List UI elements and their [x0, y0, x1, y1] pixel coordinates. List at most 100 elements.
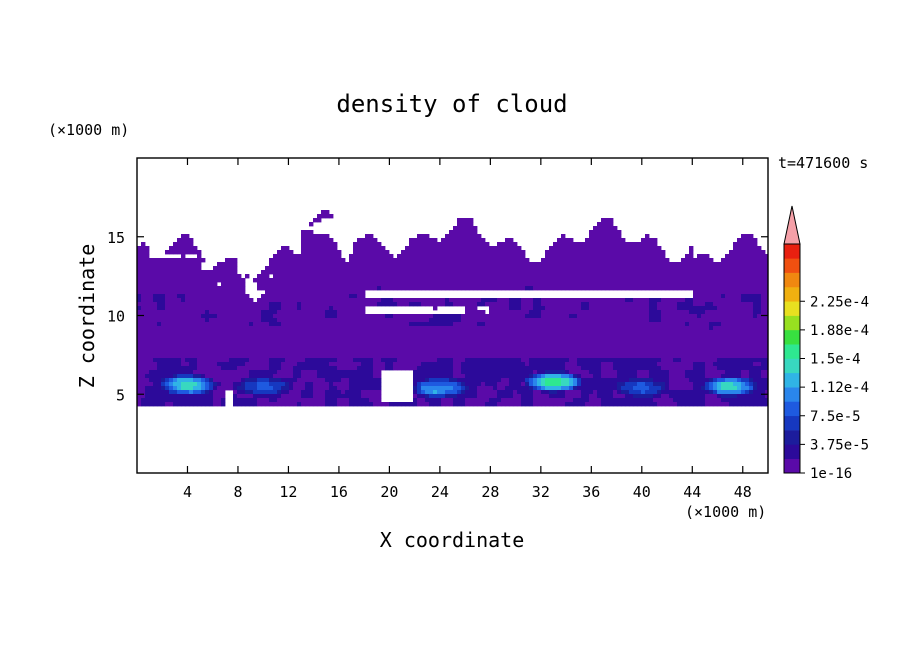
density-cell — [449, 302, 454, 307]
density-cell — [461, 394, 466, 399]
density-cell — [541, 270, 546, 275]
density-cell — [321, 302, 326, 307]
density-cell — [289, 330, 294, 335]
density-cell — [277, 402, 282, 407]
density-cell — [589, 338, 594, 343]
density-cell — [321, 270, 326, 275]
density-cell — [409, 238, 414, 243]
density-cell — [289, 394, 294, 399]
density-cell — [425, 354, 430, 359]
density-cell — [645, 350, 650, 355]
density-cell — [621, 342, 626, 347]
density-cell — [485, 318, 490, 323]
density-cell — [613, 354, 618, 359]
density-cell — [137, 378, 142, 383]
density-cell — [601, 234, 606, 239]
density-cell — [585, 390, 590, 395]
density-cell — [249, 394, 254, 399]
density-cell — [341, 390, 346, 395]
density-cell — [501, 282, 506, 287]
density-cell — [541, 346, 546, 351]
density-cell — [529, 274, 534, 279]
density-cell — [529, 342, 534, 347]
density-cell — [445, 322, 450, 327]
density-cell — [581, 394, 586, 399]
density-cell — [281, 310, 286, 315]
density-cell — [525, 326, 530, 331]
density-cell — [329, 314, 334, 319]
density-cell — [477, 270, 482, 275]
density-cell — [429, 262, 434, 267]
density-cell — [629, 358, 634, 363]
density-cell — [537, 398, 542, 403]
density-cell — [261, 382, 266, 387]
density-cell — [573, 258, 578, 263]
density-cell — [565, 358, 570, 363]
density-cell — [353, 390, 358, 395]
density-cell — [601, 386, 606, 391]
density-cell — [537, 370, 542, 375]
density-cell — [337, 346, 342, 351]
density-cell — [493, 378, 498, 383]
density-cell — [357, 274, 362, 279]
density-cell — [541, 374, 546, 379]
density-cell — [357, 346, 362, 351]
density-cell — [373, 378, 378, 383]
density-cell — [633, 314, 638, 319]
density-cell — [141, 278, 146, 283]
density-cell — [641, 394, 646, 399]
density-cell — [221, 266, 226, 271]
density-cell — [333, 338, 338, 343]
density-cell — [469, 298, 474, 303]
density-cell — [273, 342, 278, 347]
density-cell — [149, 310, 154, 315]
density-cell — [265, 390, 270, 395]
density-cell — [569, 310, 574, 315]
density-cell — [641, 318, 646, 323]
density-cell — [641, 302, 646, 307]
density-cell — [621, 302, 626, 307]
density-cell — [617, 306, 622, 311]
density-cell — [293, 390, 298, 395]
density-cell — [373, 346, 378, 351]
density-cell — [381, 298, 386, 303]
density-cell — [141, 350, 146, 355]
density-cell — [201, 366, 206, 371]
density-cell — [149, 398, 154, 403]
density-cell — [213, 270, 218, 275]
density-cell — [377, 402, 382, 407]
density-cell — [373, 298, 378, 303]
density-cell — [537, 350, 542, 355]
density-cell — [457, 226, 462, 231]
density-cell — [209, 394, 214, 399]
density-cell — [177, 270, 182, 275]
density-cell — [277, 278, 282, 283]
density-cell — [417, 298, 422, 303]
density-cell — [277, 334, 282, 339]
density-cell — [273, 330, 278, 335]
density-cell — [409, 270, 414, 275]
density-cell — [169, 314, 174, 319]
density-cell — [297, 378, 302, 383]
density-cell — [513, 254, 518, 259]
density-cell — [609, 358, 614, 363]
density-cell — [161, 298, 166, 303]
density-cell — [585, 374, 590, 379]
density-cell — [513, 386, 518, 391]
density-cell — [277, 310, 282, 315]
density-cell — [141, 402, 146, 407]
density-cell — [497, 298, 502, 303]
density-cell — [433, 306, 438, 311]
density-cell — [501, 286, 506, 291]
density-cell — [345, 290, 350, 295]
density-cell — [333, 250, 338, 255]
density-cell — [433, 314, 438, 319]
density-cell — [377, 266, 382, 271]
density-cell — [333, 346, 338, 351]
density-cell — [497, 318, 502, 323]
density-cell — [173, 282, 178, 287]
density-cell — [541, 370, 546, 375]
density-cell — [209, 306, 214, 311]
density-cell — [453, 242, 458, 247]
density-cell — [325, 258, 330, 263]
